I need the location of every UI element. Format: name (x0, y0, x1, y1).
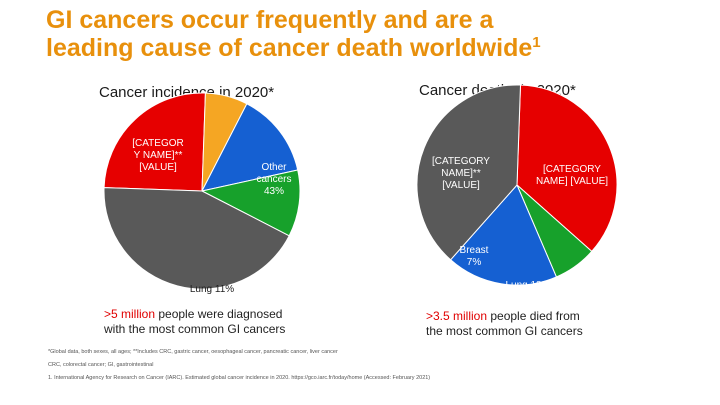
footnote-2: CRC, colorectal cancer; GI, gastrointest… (48, 362, 154, 368)
pie-slice (516, 84, 618, 253)
pie-slice (103, 92, 206, 192)
pie-slice-label: Lung 18% (505, 280, 550, 291)
slide-title-line2: leading cause of cancer death worldwide (46, 34, 533, 62)
deaths-note-highlight: >3.5 million (426, 309, 488, 323)
incidence-pie: [CATEGOR Y NAME]** [VALUE] Lung 11% Other can… (103, 92, 301, 295)
slide-title-line1: GI cancers occur frequently and are a (46, 6, 494, 34)
slide-title: GI cancers occur frequently and are a le… (46, 6, 686, 62)
incidence-note-text: people were diagnosed with the most comm… (104, 307, 286, 336)
pie-slice (200, 169, 301, 237)
incidence-note: >5 million people were diagnosed with th… (104, 307, 304, 337)
pie-slice-label: Other cancers 43% (256, 162, 291, 197)
pie-slice-label: [CATEGOR Y NAME]** [VALUE] (132, 138, 183, 173)
pie-slice-label: [CATEGORY NAME] [VALUE] (536, 164, 608, 187)
footnote-3: 1. International Agency for Research on … (48, 375, 431, 381)
pie-slice-label: [CATEGORY NAME]** [VALUE] (432, 156, 490, 191)
slide-title-reference: 1 (532, 34, 541, 51)
pie-slice (449, 184, 558, 286)
incidence-note-highlight: >5 million (104, 307, 156, 321)
pie-slice-label: Lung 11% (190, 284, 234, 295)
deaths-pie: [CATEGORY NAME]** [VALUE] Breast 7% Lung 18% [… (416, 84, 618, 291)
pie-slice-label: Breast 7% (460, 245, 489, 268)
pie-slice (103, 187, 290, 290)
deaths-note-text: people died from the most common GI canc… (426, 309, 583, 338)
deaths-note: >3.5 million people died from the most c… (426, 309, 596, 339)
pie-slice (416, 84, 522, 261)
footnote-1: *Global data, both sexes, all ages; **In… (48, 349, 338, 355)
pie-slice (201, 103, 299, 192)
